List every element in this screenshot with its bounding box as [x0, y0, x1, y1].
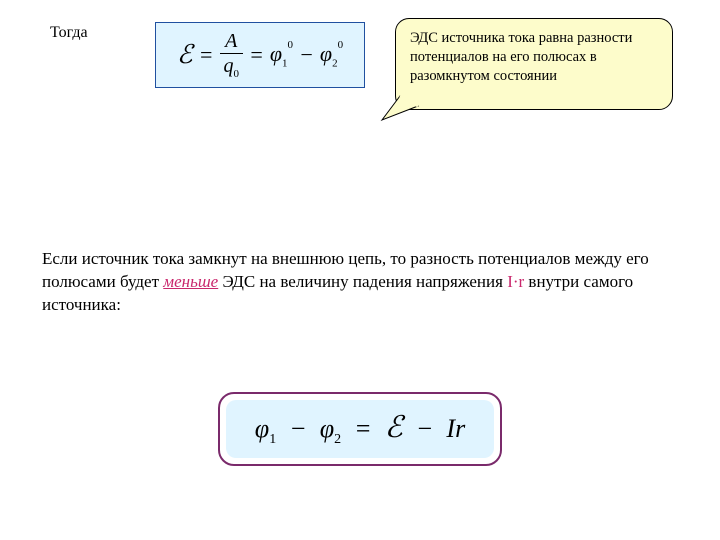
- sub-1: 1: [282, 57, 288, 69]
- sub-b1: 1: [269, 432, 276, 447]
- phi-b1: φ: [255, 414, 269, 443]
- para-menshe: меньше: [163, 272, 218, 291]
- phi1-term: φ10: [270, 41, 293, 69]
- para-t2: ЭДС на величину падения напряжения: [218, 272, 507, 291]
- callout-text: ЭДС источника тока равна разности потенц…: [410, 30, 632, 84]
- sup-0a: 0: [288, 39, 294, 51]
- sup-0b: 0: [338, 39, 344, 51]
- emf-b: ℰ: [385, 411, 403, 444]
- equals-1: =: [199, 42, 214, 68]
- label-togda: Тогда: [50, 24, 88, 42]
- sub-0: 0: [234, 68, 240, 80]
- sub-b2: 2: [334, 432, 341, 447]
- emf-symbol: ℰ: [177, 40, 193, 70]
- var-r: r: [455, 414, 465, 443]
- phi-b2: φ: [320, 414, 334, 443]
- phi-2: φ: [320, 41, 332, 66]
- formula-emf-definition: ℰ = A q0 = φ10 − φ20: [177, 31, 343, 80]
- formula-terminal-voltage: φ1 − φ2 = ℰ − Ir: [255, 410, 465, 448]
- formula-box-top: ℰ = A q0 = φ10 − φ20: [155, 22, 365, 88]
- var-q: q: [224, 55, 234, 77]
- body-paragraph: Если источник тока замкнут на внешнюю це…: [42, 248, 682, 317]
- para-ir: I·r: [507, 272, 524, 291]
- sub-2: 2: [332, 57, 338, 69]
- formula-box-bottom-outer: φ1 − φ2 = ℰ − Ir: [218, 392, 502, 466]
- phi2-term: φ20: [320, 41, 343, 69]
- equals-b: =: [354, 414, 372, 443]
- fraction-A-over-q0: A q0: [220, 31, 244, 80]
- minus-b2: −: [416, 414, 434, 443]
- phi-1: φ: [270, 41, 282, 66]
- equals-2: =: [249, 42, 264, 68]
- formula-box-bottom-inner: φ1 − φ2 = ℰ − Ir: [226, 400, 494, 458]
- fraction-numerator: A: [221, 31, 241, 53]
- minus-b1: −: [289, 414, 307, 443]
- minus-1: −: [299, 42, 314, 68]
- fraction-denominator: q0: [220, 53, 244, 80]
- callout-box: ЭДС источника тока равна разности потенц…: [395, 18, 673, 110]
- var-I: I: [446, 414, 455, 443]
